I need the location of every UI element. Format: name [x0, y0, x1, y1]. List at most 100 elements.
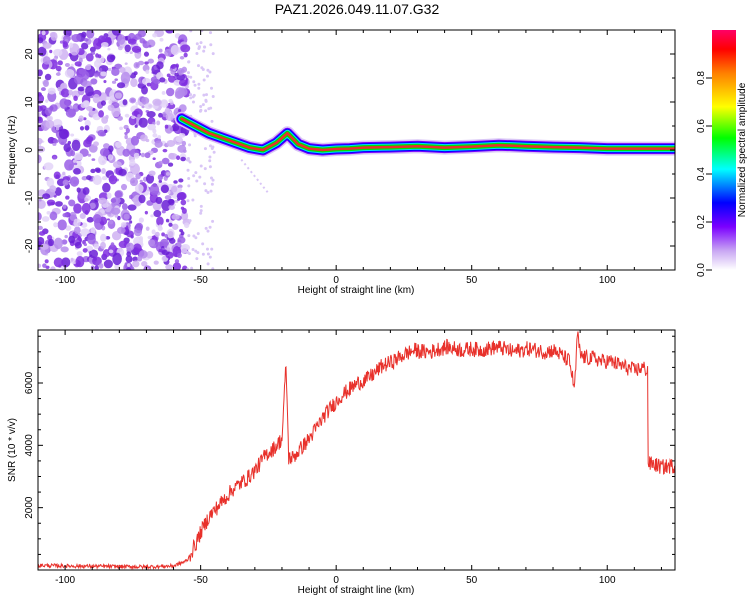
noise-point [40, 87, 46, 92]
noise-point [68, 42, 74, 48]
noise-point [132, 243, 142, 254]
noise-point [116, 82, 126, 89]
noise-point [49, 211, 58, 221]
noise-point [206, 229, 210, 233]
x-tick-label: -100 [55, 575, 75, 586]
noise-point [171, 223, 179, 230]
noise-point [129, 51, 133, 55]
noise-point [144, 61, 149, 65]
noise-point [138, 217, 144, 223]
noise-point [196, 251, 200, 255]
noise-point [194, 171, 198, 175]
noise-point [149, 184, 160, 196]
noise-point [203, 182, 207, 186]
y-tick-label: 6000 [24, 371, 35, 394]
noise-point [138, 194, 146, 204]
noise-point [189, 75, 193, 79]
noise-point [73, 95, 78, 102]
noise-point [210, 86, 214, 90]
noise-point [53, 237, 63, 250]
noise-point [143, 51, 150, 57]
noise-point [87, 233, 96, 245]
noise-point [122, 148, 131, 157]
noise-point [208, 165, 212, 169]
noise-point [166, 73, 171, 78]
noise-point [188, 143, 192, 147]
noise-point [53, 48, 63, 57]
noise-point [114, 78, 119, 82]
noise-point [123, 213, 130, 220]
noise-point [145, 173, 155, 184]
noise-point [121, 183, 128, 191]
y-tick-label: -10 [24, 190, 35, 205]
noise-point [64, 68, 75, 78]
noise-point [84, 198, 89, 202]
noise-point [187, 176, 191, 180]
noise-point [206, 262, 210, 266]
noise-point [164, 124, 169, 129]
noise-point [145, 226, 150, 231]
noise-point [195, 179, 199, 183]
noise-point [119, 126, 123, 131]
colorbar-tick-label: 0.0 [696, 263, 707, 277]
noise-point [161, 232, 165, 237]
noise-point [64, 234, 68, 239]
noise-point [68, 199, 76, 207]
noise-point [60, 88, 70, 98]
noise-point [140, 152, 146, 158]
noise-point [108, 99, 113, 105]
noise-point [125, 255, 133, 263]
noise-point [189, 30, 193, 33]
noise-point [178, 79, 188, 87]
noise-point [103, 33, 109, 38]
noise-point [38, 105, 43, 113]
noise-point [172, 262, 182, 270]
noise-point [92, 93, 101, 104]
noise-point [38, 199, 46, 209]
noise-point [64, 159, 75, 171]
noise-point [199, 204, 203, 208]
noise-point [107, 104, 115, 111]
noise-point [86, 30, 95, 39]
noise-point [126, 251, 132, 257]
noise-point [180, 199, 187, 206]
y-tick-label: 0 [24, 147, 35, 153]
noise-point [152, 157, 156, 160]
noise-point [148, 44, 152, 48]
noise-point [108, 145, 114, 153]
noise-point [129, 220, 133, 224]
noise-point [175, 136, 183, 143]
noise-point [137, 114, 141, 118]
noise-point [177, 184, 183, 189]
noise-point [55, 65, 62, 72]
colorbar-tick-label: 0.2 [696, 215, 707, 229]
noise-point [41, 30, 46, 36]
noise-point [52, 139, 59, 144]
noise-point [181, 211, 189, 221]
ridge-trail [240, 158, 270, 194]
noise-point [79, 126, 85, 131]
noise-point [84, 125, 90, 131]
noise-point [57, 86, 62, 92]
noise-point [148, 239, 156, 247]
noise-point [68, 89, 73, 96]
noise-point [117, 45, 123, 51]
noise-point [122, 99, 128, 106]
noise-point [134, 183, 144, 194]
colorbar-ticks: 0.0 0.2 0.4 0.6 0.8 [696, 71, 712, 277]
noise-point [62, 204, 67, 209]
colorbar-tick-label: 0.8 [696, 71, 707, 85]
noise-point [152, 133, 158, 138]
noise-point [146, 250, 154, 259]
noise-point [162, 148, 168, 153]
colorbar-tick-label: 0.6 [696, 119, 707, 133]
noise-point [165, 218, 170, 223]
noise-point [134, 201, 140, 206]
noise-point [145, 138, 150, 143]
noise-point [158, 248, 163, 253]
noise-point [168, 237, 176, 244]
noise-point [108, 249, 114, 254]
noise-point [126, 263, 131, 267]
noise-point [186, 267, 190, 270]
